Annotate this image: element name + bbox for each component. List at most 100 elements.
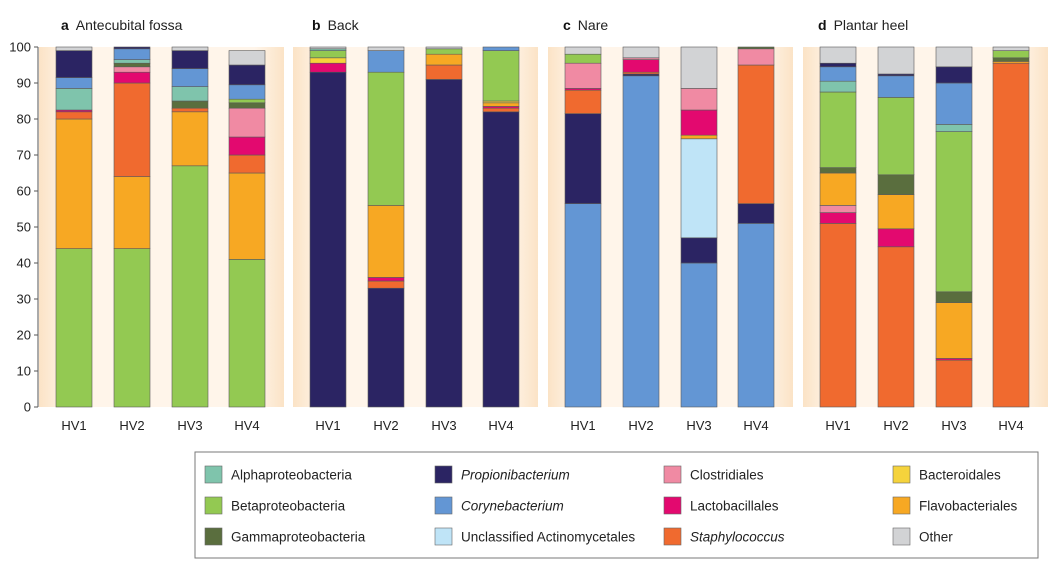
bar-segment-b-hv1-lact [309, 62, 347, 73]
bar-segment-b-hv4-cory [482, 46, 520, 51]
bar-segment-b-hv2-other [367, 46, 405, 51]
panel-title-text: Nare [578, 17, 609, 33]
bar-segment-d-hv1-staph [819, 223, 857, 408]
x-tick-label: HV3 [686, 418, 711, 433]
y-tick-label: 70 [17, 148, 31, 163]
bar-segment-c-hv2-other [622, 46, 660, 59]
legend-swatch-prop [434, 465, 453, 484]
bar-segment-a-hv4-lact [228, 136, 266, 156]
bar-segment-c-hv3-cory [680, 262, 718, 408]
x-tick-label: HV1 [570, 418, 595, 433]
y-tick-label: 20 [17, 328, 31, 343]
panel-title-b: b Back [312, 17, 360, 33]
legend-label-lact: Lactobacillales [690, 499, 779, 514]
bar-segment-d-hv1-alpha [819, 80, 857, 93]
bar-segment-a-hv4-clos [228, 107, 266, 138]
bar-segment-b-hv4-staph [482, 107, 520, 113]
panel-title-text: Plantar heel [834, 17, 909, 33]
legend-label-staph: Staphylococcus [690, 530, 785, 545]
bar-segment-a-hv3-staph [171, 107, 209, 113]
bar-segment-b-hv3-staph [425, 64, 463, 80]
bar-segment-c-hv4-prop [737, 203, 775, 224]
legend-swatch-staph [663, 527, 682, 546]
bar-segment-d-hv2-other [877, 46, 915, 75]
bar-segment-c-hv3-other [680, 46, 718, 89]
y-tick-label: 30 [17, 292, 31, 307]
y-tick-label: 10 [17, 364, 31, 379]
bar-segment-d-hv3-alpha [935, 124, 973, 132]
bar-segment-a-hv4-beta [228, 98, 266, 104]
bar-segment-b-hv2-cory [367, 50, 405, 73]
bar-segment-d-hv1-lact [819, 212, 857, 224]
bar-segment-a-hv1-flav [55, 118, 93, 249]
bar-segment-a-hv3-alpha [171, 86, 209, 102]
x-tick-label: HV3 [941, 418, 966, 433]
panel-title-a: a Antecubital fossa [61, 17, 183, 33]
bar-segment-b-hv2-staph [367, 280, 405, 289]
bar-segment-a-hv3-cory [171, 68, 209, 87]
bar-segment-d-hv1-beta [819, 91, 857, 168]
bar-segment-b-hv1-other [309, 46, 347, 50]
panel-title-text: Back [328, 17, 360, 33]
bar-segment-d-hv1-clos [819, 205, 857, 213]
bar-segment-d-hv3-gamma [935, 291, 973, 303]
bar-segment-a-hv4-cory [228, 84, 266, 100]
panel-letter: a [61, 17, 69, 33]
legend-swatch-uncl [434, 527, 453, 546]
bar-segment-c-hv4-cory [737, 223, 775, 408]
bar-segment-a-hv2-beta [113, 248, 151, 408]
bar-segment-b-hv3-beta [425, 48, 463, 55]
x-tick-label: HV1 [61, 418, 86, 433]
bar-segment-d-hv4-staph [992, 62, 1030, 408]
bar-segment-a-hv4-flav [228, 172, 266, 260]
bar-segment-a-hv2-prop [113, 46, 151, 50]
bar-segment-a-hv3-gamma [171, 100, 209, 109]
legend-swatch-beta [204, 496, 223, 515]
bar-segment-d-hv3-cory [935, 82, 973, 125]
legend-swatch-alpha [204, 465, 223, 484]
bar-segment-b-hv4-beta [482, 50, 520, 102]
bar-segment-c-hv3-lact [680, 109, 718, 136]
bar-segment-d-hv2-lact [877, 228, 915, 248]
legend-label-other: Other [919, 530, 953, 545]
bar-segment-d-hv2-beta [877, 97, 915, 176]
bar-segment-a-hv4-gamma [228, 102, 266, 109]
bar-segment-d-hv3-other [935, 46, 973, 68]
legend-swatch-lact [663, 496, 682, 515]
y-axis: 0 10 20 30 40 50 60 70 80 90 100 [9, 40, 39, 415]
bar-segment-b-hv3-prop [425, 79, 463, 408]
legend-label-cory: Corynebacterium [461, 499, 564, 514]
x-tick-label: HV2 [628, 418, 653, 433]
panel-letter: d [818, 17, 827, 33]
bar-segment-c-hv3-prop [680, 237, 718, 264]
bar-segment-a-hv1-alpha [55, 88, 93, 111]
x-tick-label: HV3 [177, 418, 202, 433]
bar-segment-a-hv3-prop [171, 50, 209, 69]
y-tick-label: 40 [17, 256, 31, 271]
bar-segment-d-hv1-cory [819, 66, 857, 82]
legend: Alphaproteobacteria Propionibacterium Clos… [194, 451, 1039, 559]
bar-segment-c-hv1-prop [564, 113, 602, 204]
bar-segment-a-hv2-alpha [113, 59, 151, 64]
bar-segment-a-hv2-staph [113, 82, 151, 177]
panel-titles: a Antecubital fossa b Back c Nare d Plantar hee… [61, 17, 908, 33]
bar-segment-c-hv4-staph [737, 64, 775, 204]
legend-swatch-flav [892, 496, 911, 515]
bar-segment-d-hv3-staph [935, 359, 973, 408]
bar-segment-c-hv1-beta [564, 53, 602, 64]
bar-segment-b-hv2-lact [367, 277, 405, 282]
bar-segment-d-hv3-flav [935, 302, 973, 359]
bar-segment-a-hv4-prop [228, 64, 266, 86]
bar-segment-b-hv2-beta [367, 71, 405, 206]
panel-title-d: d Plantar heel [818, 17, 908, 33]
bar-segment-d-hv4-gamma [992, 57, 1030, 62]
bar-segment-d-hv1-flav [819, 172, 857, 206]
bar-segment-b-hv3-flav [425, 53, 463, 66]
bar-segment-c-hv1-cory [564, 203, 602, 408]
bar-segment-a-hv4-other [228, 50, 266, 66]
bar-segment-a-hv3-flav [171, 111, 209, 167]
bar-segment-b-hv2-flav [367, 205, 405, 278]
legend-label-alpha: Alphaproteobacteria [231, 468, 352, 483]
